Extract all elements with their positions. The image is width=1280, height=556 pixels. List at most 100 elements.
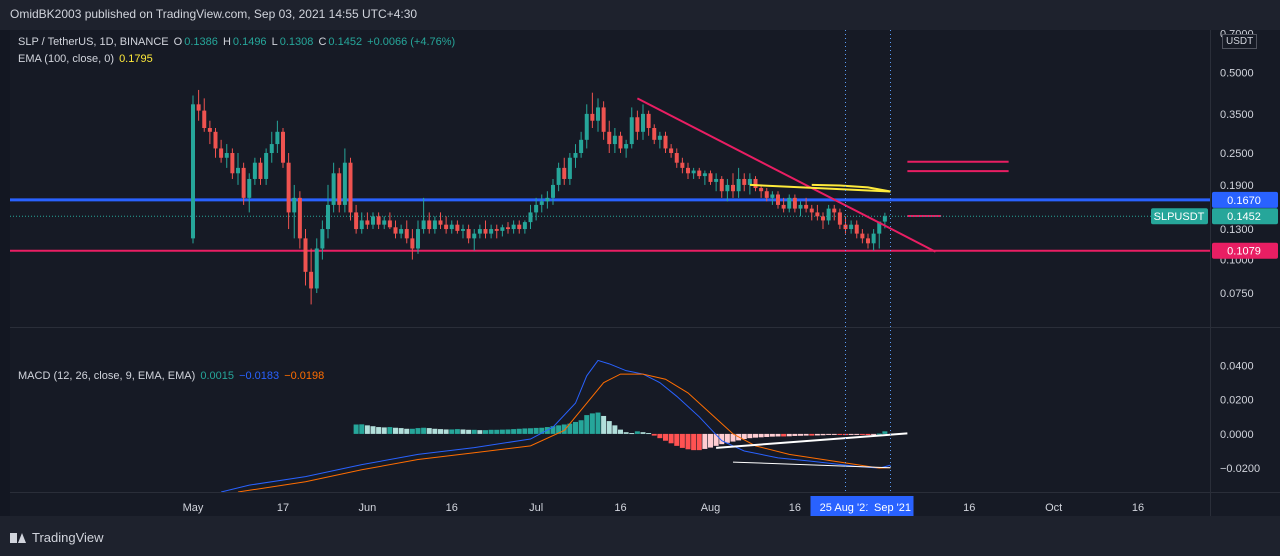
- macd-histogram-bar: [719, 433, 725, 445]
- candle-body: [275, 131, 280, 145]
- macd-histogram-bar: [533, 427, 539, 434]
- candle-body: [764, 191, 769, 198]
- macd-histogram-bar: [483, 430, 488, 434]
- macd-signal-value: −0.0198: [284, 370, 325, 382]
- candle-body: [455, 224, 460, 231]
- macd-histogram-bar: [640, 432, 646, 434]
- candle-body: [798, 204, 803, 209]
- candle-body: [567, 157, 572, 179]
- candle-body: [314, 248, 319, 289]
- current-price-badge: 0.1452: [1227, 211, 1261, 223]
- tradingview-logo[interactable]: TradingView: [10, 530, 104, 545]
- candle-body: [258, 162, 263, 179]
- low-value: 0.1308: [279, 36, 314, 48]
- time-tick-label: Jun: [359, 502, 377, 514]
- candle-body: [539, 201, 544, 205]
- low-label: L: [271, 36, 278, 48]
- date-badge-2-bg: [867, 496, 914, 516]
- candle-body: [579, 139, 584, 154]
- candle-body: [596, 107, 600, 121]
- candle-body: [213, 131, 218, 149]
- macd-histogram-bar: [859, 433, 865, 435]
- candle-body: [618, 135, 623, 149]
- macd-histogram-bar: [820, 433, 826, 436]
- open-label: O: [173, 36, 183, 48]
- candle-body: [207, 127, 212, 132]
- candle-body: [281, 131, 285, 163]
- macd-histogram-bar: [460, 429, 466, 434]
- candle-body: [483, 229, 488, 234]
- time-tick-label: 16: [789, 502, 801, 514]
- macd-histogram-bar: [753, 433, 758, 438]
- candle-body: [714, 178, 719, 182]
- candle-body: [629, 117, 634, 145]
- macd-histogram-bar: [657, 433, 663, 439]
- candle-body: [292, 197, 297, 213]
- macd-histogram-bar: [454, 429, 460, 434]
- candle-body: [421, 220, 426, 230]
- candle-body: [792, 197, 797, 209]
- macd-histogram-bar: [668, 433, 674, 444]
- symbol-badge-bg: [1151, 208, 1208, 225]
- candle-body: [326, 204, 330, 230]
- macd-histogram-bar: [646, 433, 652, 435]
- price-axis-area[interactable]: [1210, 30, 1280, 516]
- candle-body: [612, 135, 617, 145]
- macd-histogram-bar: [764, 433, 770, 437]
- time-tick-label: 16: [963, 502, 975, 514]
- candle-body: [551, 184, 555, 198]
- candle-body: [747, 178, 752, 185]
- macd-histogram-bar: [471, 429, 477, 434]
- macd-histogram-bar: [584, 415, 590, 434]
- macd-histogram-bar: [505, 429, 511, 434]
- candle-body: [877, 221, 882, 234]
- time-tick-label: 17: [277, 502, 289, 514]
- candle-body: [652, 127, 657, 140]
- candle-body: [759, 188, 764, 192]
- macd-histogram-bar: [831, 433, 837, 435]
- macd-histogram-bar: [556, 425, 562, 434]
- candle-body: [500, 227, 505, 231]
- macd-histogram-bar: [539, 427, 545, 434]
- candle-body: [438, 220, 443, 225]
- candle-body: [719, 178, 724, 192]
- macd-histogram-bar: [376, 427, 382, 434]
- footer-bar: [0, 516, 1280, 556]
- symbol-badge: SLPUSDT: [1154, 211, 1205, 223]
- macd-label[interactable]: MACD (12, 26, close, 9, EMA, EMA): [18, 370, 196, 382]
- candle-body: [309, 271, 314, 289]
- candle-body: [393, 227, 398, 234]
- candle-body: [387, 220, 392, 228]
- macd-histogram-bar: [882, 431, 888, 434]
- macd-histogram-bar: [550, 426, 556, 434]
- ema-label[interactable]: EMA (100, close, 0): [18, 53, 114, 65]
- candle-body: [680, 162, 685, 168]
- currency-badge[interactable]: USDT: [1222, 34, 1258, 49]
- price-tick-label: 0.1900: [1220, 180, 1254, 192]
- candle-body: [477, 229, 482, 234]
- publish-text: OmidBK2003 published on TradingView.com,…: [10, 7, 418, 21]
- candle-body: [534, 204, 539, 213]
- candle-body: [191, 104, 195, 239]
- macd-histogram-bar: [724, 433, 730, 443]
- price-tick-label: 0.5000: [1220, 67, 1254, 79]
- time-tick-label: Jul: [529, 502, 543, 514]
- time-tick-label: 16: [1132, 502, 1144, 514]
- date-badge-2: Sep '21: [874, 502, 911, 514]
- macd-histogram-bar: [854, 433, 860, 435]
- candle-body: [584, 113, 589, 140]
- candle-body: [860, 233, 865, 239]
- macd-histogram-bar: [786, 433, 792, 437]
- candle-body: [404, 229, 409, 239]
- change-value: +0.0066 (+4.76%): [367, 36, 456, 48]
- macd-histogram-bar: [393, 427, 398, 434]
- macd-histogram-bar: [606, 421, 612, 434]
- chart-area[interactable]: [10, 30, 1210, 516]
- symbol-name[interactable]: SLP / TetherUS, 1D, BINANCE: [18, 36, 169, 48]
- candle-body: [804, 204, 809, 209]
- candle-body: [320, 229, 325, 249]
- candle-body: [702, 173, 707, 177]
- candle-body: [224, 153, 229, 158]
- macd-histogram-bar: [618, 429, 623, 434]
